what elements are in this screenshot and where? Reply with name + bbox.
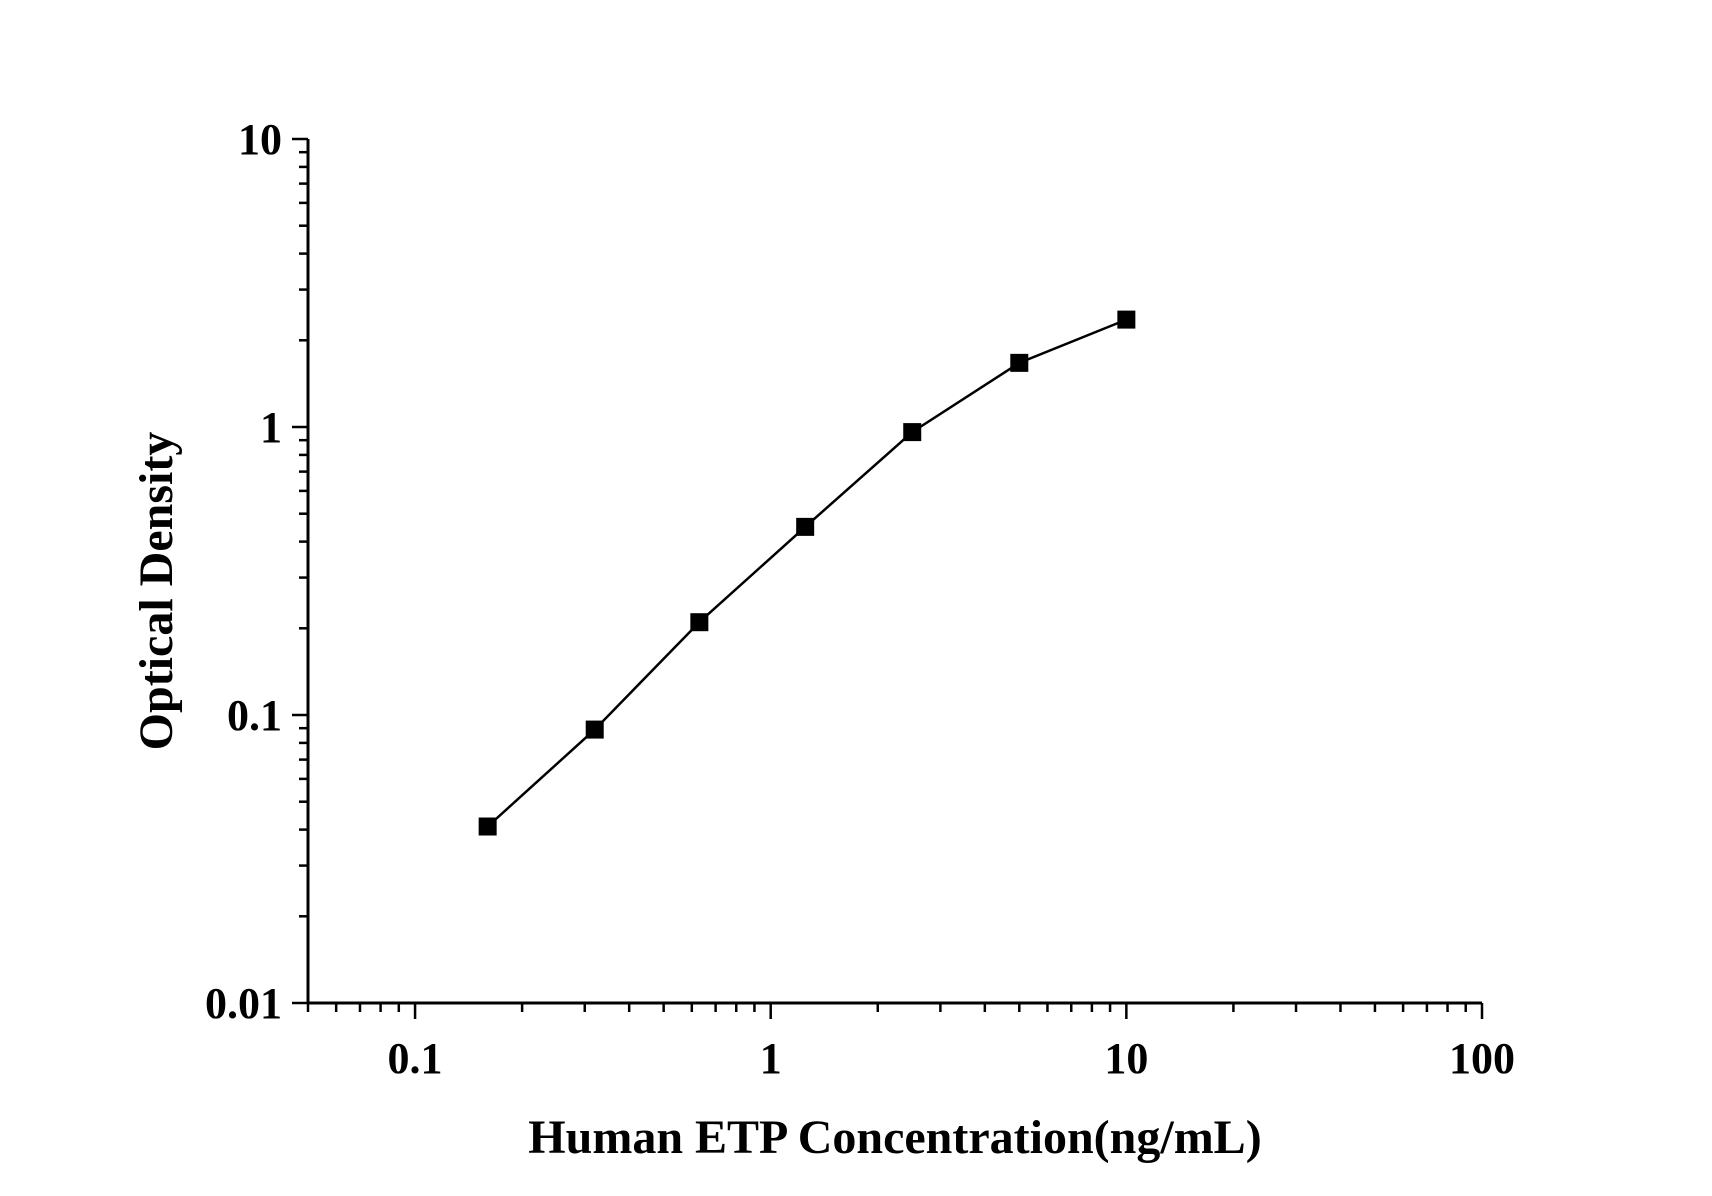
data-point: [1117, 310, 1136, 329]
x-tick-label: 1: [760, 1034, 782, 1083]
data-point: [478, 817, 497, 836]
y-tick-label: 1: [260, 403, 282, 452]
y-axis-title: Optical Density: [130, 432, 183, 751]
y-tick-label: 10: [238, 115, 282, 164]
data-point: [796, 517, 815, 536]
x-tick-label: 0.1: [388, 1034, 443, 1083]
y-tick-label: 0.1: [227, 691, 282, 740]
x-tick-label: 100: [1449, 1034, 1515, 1083]
data-point: [690, 613, 709, 632]
series-line: [486, 318, 1127, 828]
data-point: [585, 720, 604, 739]
x-tick-label: 10: [1104, 1034, 1148, 1083]
x-axis-title: Human ETP Concentration(ng/mL): [528, 1111, 1261, 1164]
data-point: [903, 423, 922, 442]
plot-area: 0.01 0.1 1 10 0.1 1 10 100: [205, 115, 1515, 1083]
data-point: [1010, 353, 1029, 372]
y-tick-label: 0.01: [205, 979, 282, 1028]
